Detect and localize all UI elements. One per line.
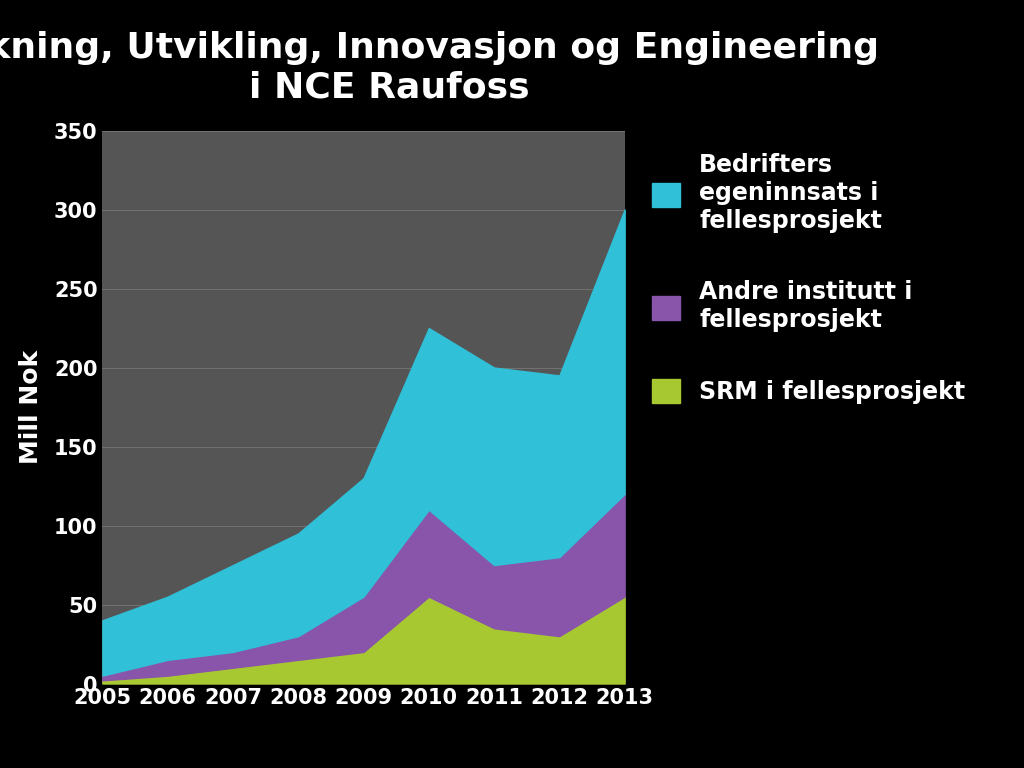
Legend: Bedrifters
egeninnsats i
fellesprosjekt, Andre institutt i
fellesprosjekt, SRM i: Bedrifters egeninnsats i fellesprosjekt,… (652, 154, 966, 404)
Y-axis label: Mill Nok: Mill Nok (18, 350, 43, 464)
Text: Forskning, Utvikling, Innovasjon og Engineering
i NCE Raufoss: Forskning, Utvikling, Innovasjon og Engi… (0, 31, 880, 104)
